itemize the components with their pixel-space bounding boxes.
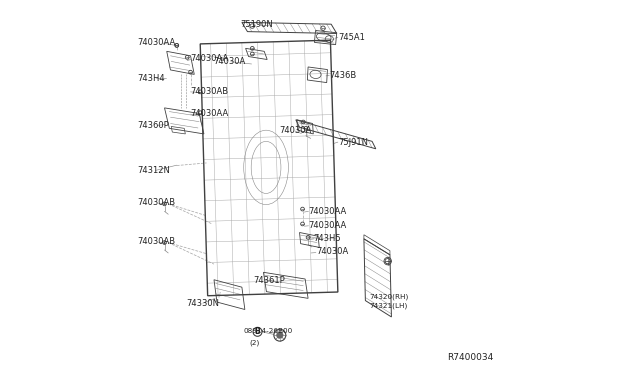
Text: 74312N: 74312N	[138, 166, 171, 175]
Text: 74030AA: 74030AA	[308, 221, 347, 230]
Text: 74320(RH): 74320(RH)	[369, 293, 408, 300]
Text: R7400034: R7400034	[447, 353, 493, 362]
Text: (2): (2)	[250, 340, 260, 346]
Text: 74360P: 74360P	[138, 121, 170, 130]
Text: 74030AB: 74030AB	[138, 237, 176, 246]
Text: 74030A: 74030A	[213, 57, 246, 66]
Text: 745A1: 745A1	[338, 33, 365, 42]
Text: 74030AA: 74030AA	[191, 109, 228, 118]
Text: 74030A: 74030A	[316, 247, 348, 256]
Text: 74330N: 74330N	[186, 299, 219, 308]
Text: B: B	[255, 327, 260, 336]
Text: 7436B: 7436B	[330, 71, 356, 80]
Text: 74361P: 74361P	[253, 276, 285, 285]
Text: 08914-26B00: 08914-26B00	[244, 328, 293, 334]
Text: 743H5: 743H5	[314, 234, 341, 243]
Text: 74030A: 74030A	[279, 126, 311, 135]
Text: 74321(LH): 74321(LH)	[369, 302, 407, 309]
Text: 74030AB: 74030AB	[138, 198, 176, 207]
Circle shape	[276, 332, 283, 339]
Text: 74030AA: 74030AA	[191, 54, 228, 63]
Text: 743H4: 743H4	[138, 74, 165, 83]
Text: 74030AA: 74030AA	[138, 38, 176, 47]
Text: 74030AB: 74030AB	[191, 87, 228, 96]
Text: 75190N: 75190N	[240, 20, 273, 29]
Text: 74030AA: 74030AA	[308, 207, 347, 216]
Text: 75J91N: 75J91N	[338, 138, 368, 147]
